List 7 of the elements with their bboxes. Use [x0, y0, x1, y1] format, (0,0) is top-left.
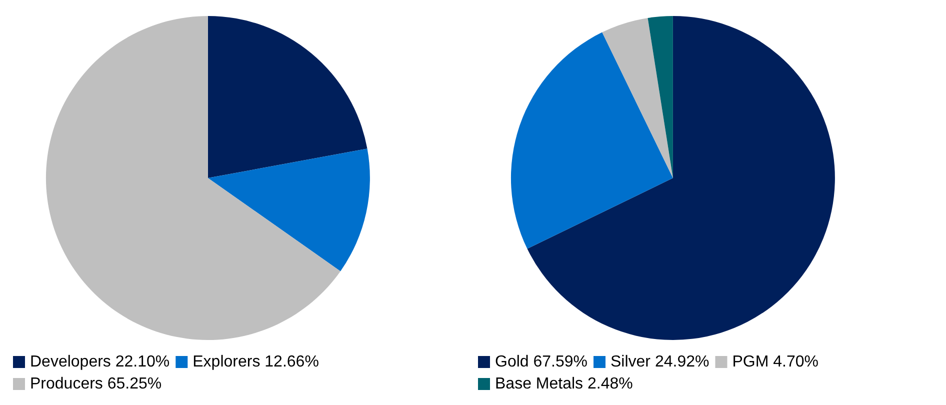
legend-label: Explorers 12.66% [192, 354, 319, 370]
legend-label: PGM 4.70% [732, 354, 818, 370]
legend-label: Gold 67.59% [495, 354, 588, 370]
legend-label: Silver 24.92% [610, 354, 710, 370]
legend-label: Base Metals 2.48% [495, 376, 633, 392]
legend-label: Developers 22.10% [30, 354, 170, 370]
legend-label: Producers 65.25% [30, 376, 162, 392]
